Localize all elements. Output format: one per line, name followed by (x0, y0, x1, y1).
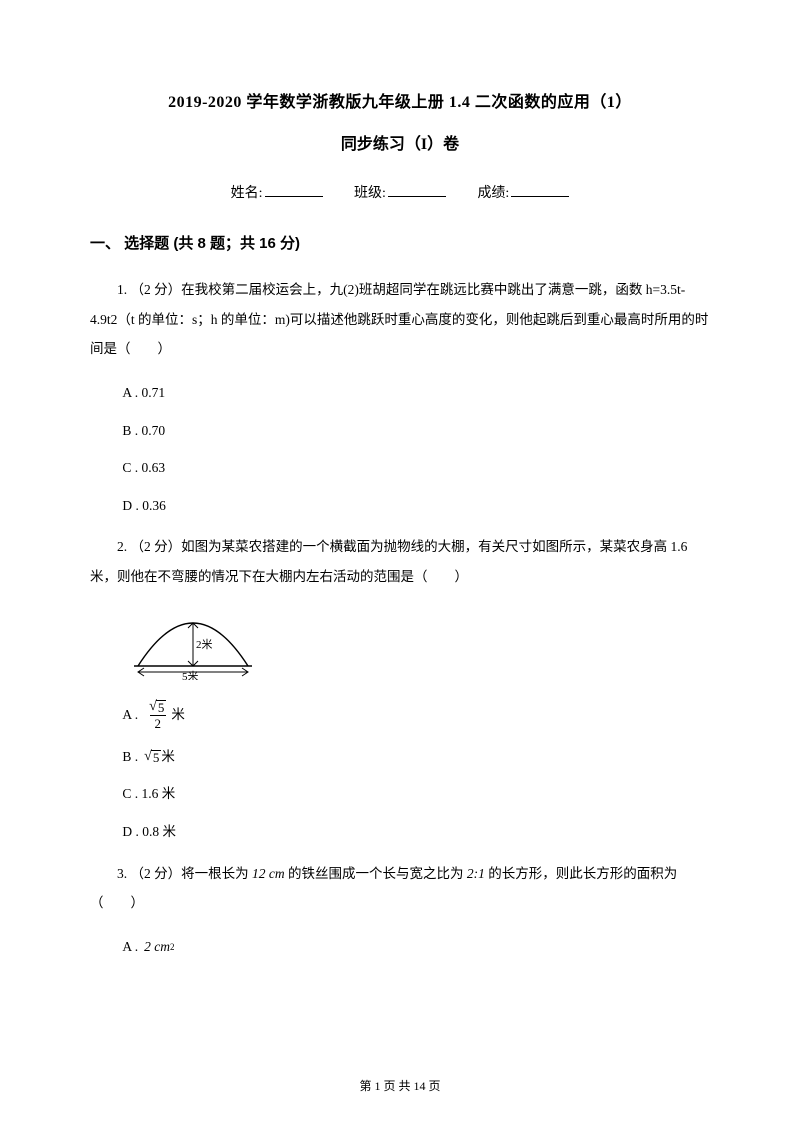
q1-option-c: C . 0.63 (122, 457, 710, 479)
sqrt-icon: √5 (144, 750, 161, 764)
question-1: 1. （2 分）在我校第二届校运会上，九(2)班胡超同学在跳远比赛中跳出了满意一… (90, 275, 710, 364)
name-blank (265, 183, 323, 197)
diagram-height-label: 2米 (196, 638, 213, 651)
diagram-width-label: 5米 (182, 670, 199, 680)
q3-option-a: A . 2 cm2 (122, 936, 710, 958)
section-header: 一、 选择题 (共 8 题；共 16 分) (90, 232, 710, 253)
info-line: 姓名: 班级: 成绩: (90, 182, 710, 202)
title-line-1: 2019-2020 学年数学浙教版九年级上册 1.4 二次函数的应用（1） (90, 88, 710, 112)
q2-option-c: C . 1.6 米 (122, 783, 710, 805)
question-2: 2. （2 分）如图为某菜农搭建的一个横截面为抛物线的大棚，有关尺寸如图所示，某… (90, 532, 710, 591)
q1-option-d: D . 0.36 (122, 495, 710, 517)
score-label: 成绩: (477, 186, 509, 201)
title-line-2: 同步练习（I）卷 (90, 130, 710, 154)
q1-option-b: B . 0.70 (122, 420, 710, 442)
score-blank (511, 183, 569, 197)
q2-option-b: B . √5 米 (122, 746, 710, 768)
fraction-icon: √5 2 (146, 699, 169, 730)
name-label: 姓名: (231, 186, 263, 201)
q1-option-a: A . 0.71 (122, 382, 710, 404)
q2-option-a: A . √5 2 米 (122, 699, 710, 730)
class-blank (388, 183, 446, 197)
question-3: 3. （2 分）将一根长为 12 cm 的铁丝围成一个长与宽之比为 2:1 的长… (90, 859, 710, 918)
q2-diagram: 2米 5米 (132, 610, 710, 685)
class-label: 班级: (354, 186, 386, 201)
q2-option-d: D . 0.8 米 (122, 821, 710, 843)
page-footer: 第 1 页 共 14 页 (0, 1077, 800, 1094)
